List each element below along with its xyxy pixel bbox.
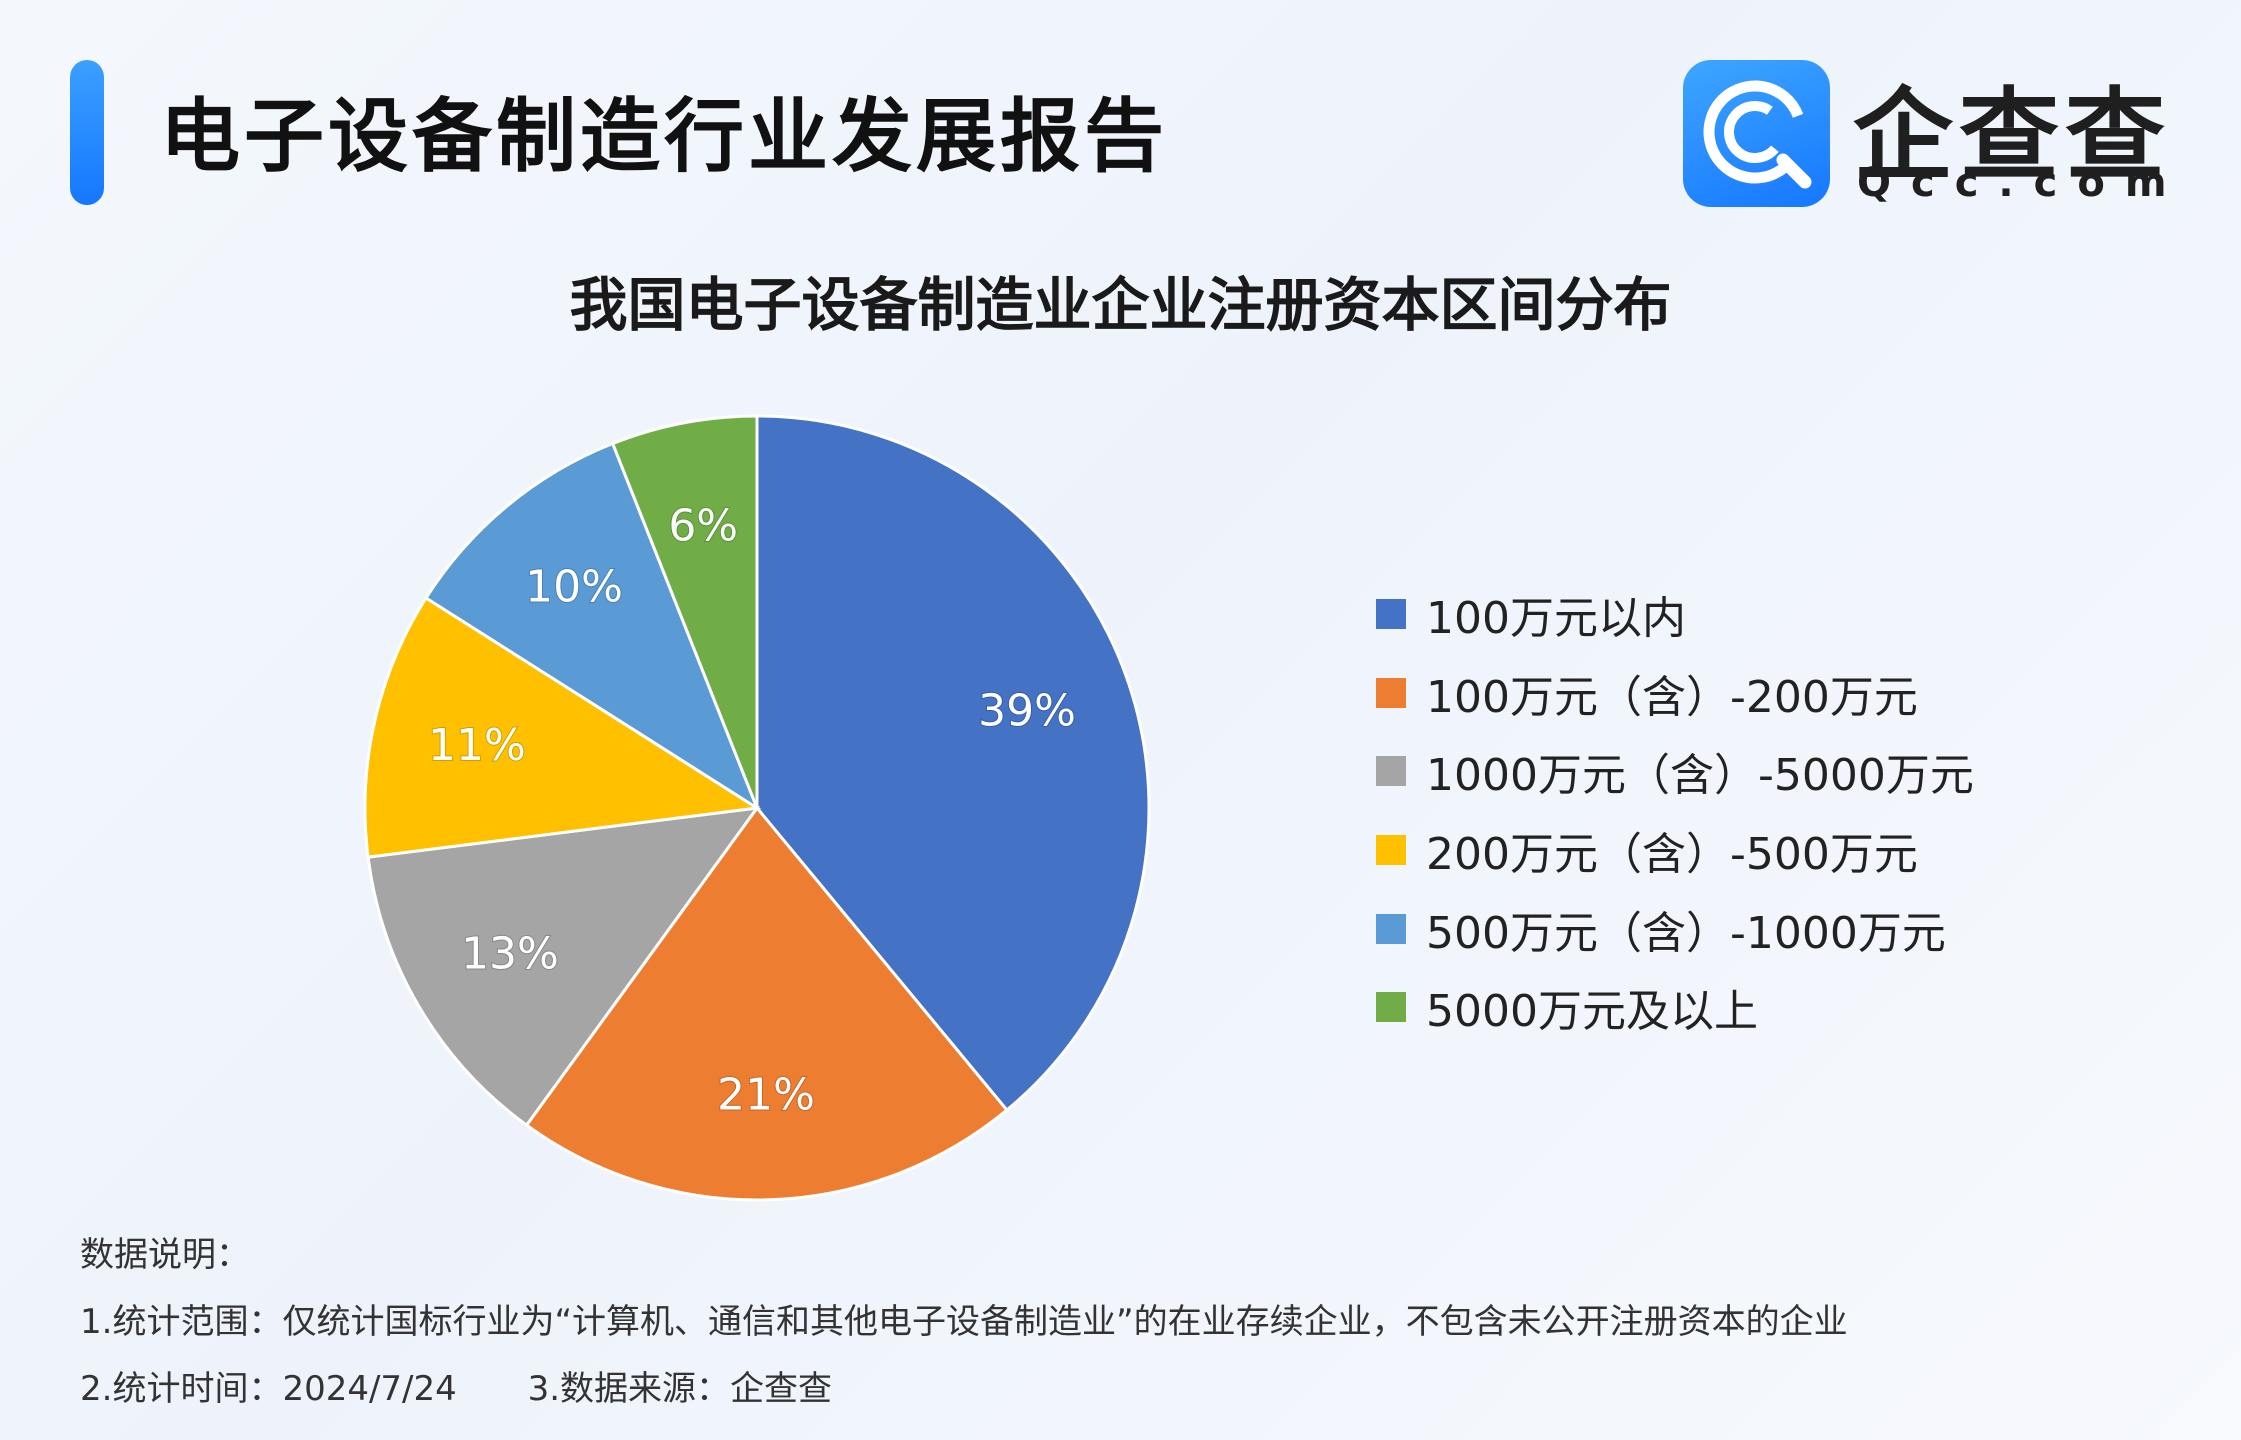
- logo-domain: Qcc.com: [1857, 160, 2187, 206]
- pie-slice-4: [423, 441, 761, 812]
- chart-title: 我国电子设备制造业企业注册资本区间分布: [569, 271, 1672, 339]
- report-title: 电子设备制造行业发展报告: [160, 90, 1168, 183]
- pie-slice-3: [363, 595, 762, 859]
- legend-swatch: [1376, 599, 1406, 630]
- legend-swatch: [1376, 756, 1406, 787]
- legend-item-5: 5000万元及以上: [1376, 968, 2176, 1047]
- chart-legend: 100万元以内 100万元（含）-200万元 1000万元（含）-5000万元 200…: [1376, 575, 2176, 1047]
- pie-label-3: 11%: [428, 720, 526, 771]
- legend-swatch: [1376, 913, 1406, 944]
- legend-label: 200万元（含）-500万元: [1426, 829, 1918, 881]
- legend-item-3: 200万元（含）-500万元: [1376, 811, 2176, 890]
- legend-swatch: [1376, 835, 1406, 866]
- pie-label-2: 13%: [461, 929, 559, 980]
- notes-source: 3.数据来源：企查查: [527, 1369, 833, 1409]
- legend-swatch: [1376, 677, 1406, 708]
- pie-slice-1: [524, 805, 1009, 1202]
- pie-slice-0: [755, 414, 1151, 1113]
- notes-row-time-source: 2.统计时间：2024/7/24 3.数据来源：企查查: [80, 1356, 1848, 1423]
- pie-label-4: 10%: [525, 561, 623, 612]
- legend-label: 100万元以内: [1426, 593, 1686, 645]
- notes-time: 2.统计时间：2024/7/24: [80, 1369, 457, 1409]
- title-accent-bar: [70, 60, 104, 205]
- pie-label-0: 39%: [978, 685, 1076, 736]
- legend-item-4: 500万元（含）-1000万元: [1376, 889, 2176, 968]
- pie-label-1: 21%: [717, 1069, 815, 1120]
- qcc-logo: 企查查 Qcc.com: [1683, 60, 2183, 210]
- logo-name: 企查查: [1853, 77, 2171, 194]
- data-notes: 数据说明： 1.统计范围：仅统计国标行业为“计算机、通信和其他电子设备制造业”的…: [80, 1222, 1848, 1423]
- qcc-logo-icon: [1683, 60, 1830, 207]
- notes-heading: 数据说明：: [80, 1235, 250, 1275]
- legend-label: 5000万元及以上: [1426, 986, 1758, 1038]
- legend-swatch: [1376, 992, 1406, 1023]
- legend-label: 500万元（含）-1000万元: [1426, 907, 1946, 959]
- pie-slice-5: [610, 414, 759, 809]
- legend-item-1: 100万元（含）-200万元: [1376, 654, 2176, 733]
- notes-scope: 1.统计范围：仅统计国标行业为“计算机、通信和其他电子设备制造业”的在业存续企业…: [80, 1302, 1848, 1342]
- pie-label-5: 6%: [668, 501, 738, 552]
- legend-item-0: 100万元以内: [1376, 575, 2176, 654]
- legend-item-2: 1000万元（含）-5000万元: [1376, 732, 2176, 811]
- pie-slice-2: [366, 806, 761, 1128]
- legend-label: 1000万元（含）-5000万元: [1426, 750, 1974, 802]
- legend-label: 100万元（含）-200万元: [1426, 671, 1918, 723]
